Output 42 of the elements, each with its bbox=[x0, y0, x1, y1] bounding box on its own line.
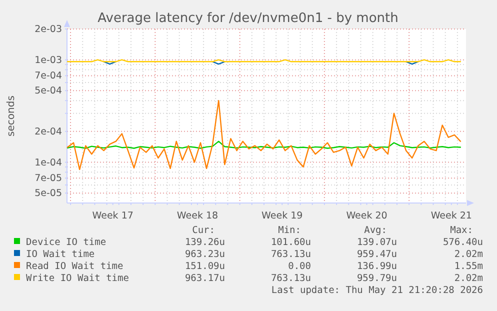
text: 139.07u bbox=[356, 237, 397, 248]
text: 959.47u bbox=[356, 249, 397, 260]
text: 1.55m bbox=[454, 261, 484, 272]
y-tick-label: 2e-04 bbox=[34, 126, 62, 138]
text: 139.26u bbox=[184, 237, 225, 248]
text: Avg: bbox=[364, 225, 387, 236]
x-tick-label: Week 18 bbox=[176, 210, 218, 222]
text: 763.13u bbox=[270, 249, 311, 260]
text: 0.00 bbox=[288, 261, 312, 272]
legend-label: Write IO Wait time bbox=[26, 273, 130, 284]
line-series bbox=[66, 140, 462, 149]
text: Max: bbox=[450, 225, 473, 236]
text: Min: bbox=[278, 225, 301, 236]
y-tick-label: 5e-05 bbox=[34, 188, 62, 200]
text: 136.99u bbox=[356, 261, 397, 272]
x-tick-label: Week 21 bbox=[430, 210, 472, 222]
text: 2.02m bbox=[454, 273, 484, 284]
text: 963.17u bbox=[184, 273, 225, 284]
x-tick-label: Week 17 bbox=[92, 210, 134, 222]
y-tick-label: 1e-03 bbox=[34, 54, 62, 66]
text: 763.13u bbox=[270, 273, 311, 284]
chart-title: Average latency for /dev/nvme0n1 - by month bbox=[98, 11, 398, 26]
legend-label: Device IO time bbox=[26, 237, 106, 248]
text: 963.23u bbox=[184, 249, 225, 260]
text: Last update: Thu May 21 21:20:28 2026 bbox=[271, 285, 484, 296]
line-series bbox=[66, 100, 462, 170]
y-tick-label: 5e-04 bbox=[34, 86, 62, 97]
y-axis-title: seconds bbox=[6, 96, 17, 136]
y-tick-label: 7e-05 bbox=[34, 173, 62, 184]
legend-label: Read IO Wait time bbox=[26, 261, 124, 272]
text: 151.09u bbox=[184, 261, 225, 272]
legend-label: IO Wait time bbox=[26, 249, 95, 260]
text: 959.79u bbox=[356, 273, 397, 284]
y-tick-label: 1e-04 bbox=[34, 157, 62, 168]
text: Cur: bbox=[192, 225, 215, 236]
text: 2.02m bbox=[454, 249, 484, 260]
y-tick-label: 2e-03 bbox=[34, 24, 62, 36]
x-tick-label: Week 20 bbox=[346, 210, 388, 222]
text: 101.60u bbox=[270, 237, 311, 248]
y-tick-label: 7e-04 bbox=[34, 70, 62, 82]
x-tick-label: Week 19 bbox=[262, 210, 303, 222]
text: 576.40u bbox=[442, 237, 483, 248]
